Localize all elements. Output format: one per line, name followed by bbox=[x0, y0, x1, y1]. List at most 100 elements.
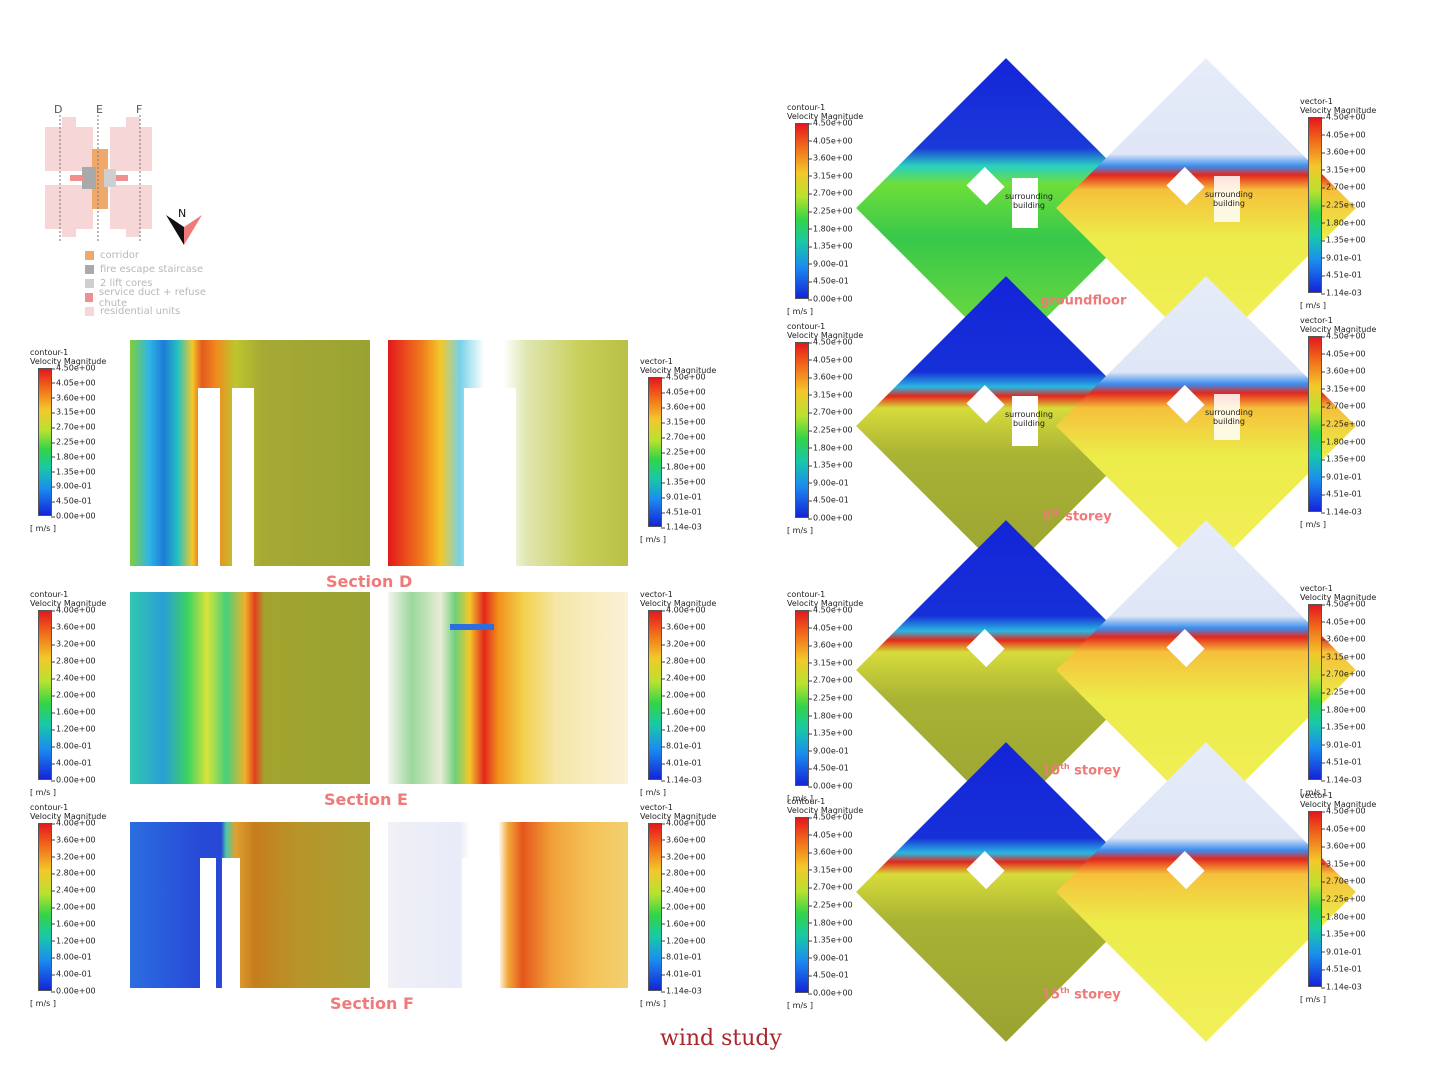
colorbar-quantity: Velocity Magnitude bbox=[787, 112, 864, 121]
key-plan-drawing bbox=[45, 115, 152, 243]
colorbar-tick-label: 4.05e+00 bbox=[1321, 349, 1366, 359]
floor-label-rest: storey bbox=[1069, 987, 1121, 1003]
colorbar-tick-label: 3.60e+00 bbox=[1321, 634, 1366, 644]
colorbar-tick-label: 3.60e+00 bbox=[808, 640, 853, 650]
colorbar-tick-label: 1.35e+00 bbox=[661, 477, 706, 487]
floor-label-sup: th bbox=[1060, 986, 1070, 995]
colorbar-tick-label: 2.70e+00 bbox=[808, 882, 853, 892]
vector-colorbar: vector-1 Velocity Magnitude 4.50e+00 4.05e+… bbox=[1300, 97, 1390, 313]
colorbar-tick-label: 8.00e-01 bbox=[51, 952, 92, 962]
colorbar-tick-label: 2.70e+00 bbox=[808, 188, 853, 198]
colorbar-unit: [ m/s ] bbox=[30, 999, 56, 1008]
section-contour-plot bbox=[130, 340, 370, 566]
colorbar-name: contour-1 bbox=[30, 803, 69, 812]
colorbar-tick-label: 9.00e-01 bbox=[808, 953, 849, 963]
building-block bbox=[966, 166, 1005, 206]
colorbar-tick-label: 9.01e-01 bbox=[1321, 740, 1362, 750]
colorbar-tick-label: 2.70e+00 bbox=[1321, 182, 1366, 192]
colorbar-gradient bbox=[795, 817, 809, 993]
colorbar-title: contour-1 Velocity Magnitude bbox=[787, 322, 863, 340]
colorbar-tick-label: 4.01e-01 bbox=[661, 969, 702, 979]
colorbar-gradient bbox=[1308, 811, 1322, 987]
legend-item: corridor bbox=[85, 249, 139, 262]
surrounding-building-label: surrounding building bbox=[1205, 190, 1253, 208]
colorbar-tick-label: 4.05e+00 bbox=[808, 830, 853, 840]
colorbar-tick-label: 3.15e+00 bbox=[661, 417, 706, 427]
colorbar-quantity: Velocity Magnitude bbox=[787, 806, 864, 815]
floor-label-main: 10 bbox=[1042, 763, 1061, 779]
colorbar-tick-label: 3.60e+00 bbox=[661, 835, 706, 845]
contour-colorbar: contour-1 Velocity Magnitude 4.50e+00 4.05e… bbox=[787, 103, 877, 319]
colorbar-title: contour-1 Velocity Magnitude bbox=[30, 803, 106, 821]
colorbar-tick-label: 2.40e+00 bbox=[51, 673, 96, 683]
colorbar-tick-label: 8.00e-01 bbox=[51, 741, 92, 751]
colorbar-name: vector-1 bbox=[640, 590, 673, 599]
floor-label: 10th storey bbox=[1042, 762, 1121, 778]
colorbar-tick-label: 1.80e+00 bbox=[1321, 705, 1366, 715]
legend-swatch bbox=[85, 265, 94, 274]
floor-label-sup: th bbox=[1060, 762, 1070, 771]
colorbar-unit: [ m/s ] bbox=[1300, 301, 1326, 310]
colorbar-unit: [ m/s ] bbox=[30, 788, 56, 797]
floor-label-main: 5 bbox=[1042, 509, 1052, 525]
colorbar-tick-label: 1.14e-03 bbox=[661, 986, 702, 996]
building-block bbox=[482, 858, 500, 988]
colorbar-tick-label: 4.05e+00 bbox=[808, 623, 853, 633]
colorbar-tick-label: 1.60e+00 bbox=[51, 919, 96, 929]
colorbar-tick-label: 4.05e+00 bbox=[808, 136, 853, 146]
colorbar-tick-label: 1.35e+00 bbox=[1321, 454, 1366, 464]
section-label: Section D bbox=[326, 572, 413, 591]
colorbar-tick-label: 2.25e+00 bbox=[1321, 200, 1366, 210]
colorbar-tick-label: 1.35e+00 bbox=[808, 241, 853, 251]
colorbar-tick-label: 3.15e+00 bbox=[808, 171, 853, 181]
colorbar-tick-label: 4.05e+00 bbox=[661, 387, 706, 397]
colorbar-tick-label: 2.25e+00 bbox=[1321, 894, 1366, 904]
legend-item: 2 lift cores bbox=[85, 277, 152, 290]
colorbar-quantity: Velocity Magnitude bbox=[30, 812, 107, 821]
colorbar-tick-label: 4.05e+00 bbox=[1321, 824, 1366, 834]
colorbar-tick-label: 1.20e+00 bbox=[51, 936, 96, 946]
building-block bbox=[966, 628, 1005, 668]
colorbar-tick-label: 1.14e-03 bbox=[661, 775, 702, 785]
colorbar-tick-label: 0.00e+00 bbox=[808, 988, 853, 998]
colorbar-tick-label: 2.25e+00 bbox=[1321, 419, 1366, 429]
vector-colorbar: vector-1 Velocity Magnitude 4.50e+00 4.05e+… bbox=[1300, 316, 1390, 532]
colorbar-tick-label: 4.00e+00 bbox=[51, 818, 96, 828]
contour-colorbar: contour-1 Velocity Magnitude 4.50e+00 4.05e… bbox=[787, 590, 877, 806]
colorbar-name: vector-1 bbox=[1300, 316, 1333, 325]
colorbar-tick-label: 1.35e+00 bbox=[808, 460, 853, 470]
surrounding-building bbox=[1214, 394, 1240, 440]
vector-colorbar: vector-1 Velocity Magnitude 4.50e+00 4.05e+… bbox=[1300, 584, 1390, 800]
floor-label-rest: storey bbox=[1069, 763, 1121, 779]
colorbar-tick-label: 2.80e+00 bbox=[51, 868, 96, 878]
colorbar-tick-label: 1.35e+00 bbox=[1321, 722, 1366, 732]
colorbar-tick-label: 2.00e+00 bbox=[661, 902, 706, 912]
surrounding-building bbox=[1012, 178, 1038, 228]
colorbar-tick-label: 8.01e-01 bbox=[661, 952, 702, 962]
colorbar-tick-label: 1.14e-03 bbox=[1321, 507, 1362, 517]
section-label: Section E bbox=[324, 790, 408, 809]
colorbar-tick-label: 9.01e-01 bbox=[1321, 472, 1362, 482]
building-block bbox=[966, 384, 1005, 424]
colorbar-gradient bbox=[795, 342, 809, 518]
colorbar-tick-label: 3.20e+00 bbox=[661, 639, 706, 649]
vector-colorbar: vector-1 Velocity Magnitude 4.50e+00 4.05e+… bbox=[1300, 791, 1390, 1007]
building-block bbox=[1166, 628, 1205, 668]
colorbar-quantity: Velocity Magnitude bbox=[1300, 106, 1377, 115]
colorbar-name: contour-1 bbox=[787, 590, 826, 599]
axis-label-d: D bbox=[54, 103, 63, 116]
colorbar-tick-label: 1.80e+00 bbox=[1321, 437, 1366, 447]
colorbar-tick-label: 1.80e+00 bbox=[1321, 912, 1366, 922]
colorbar-tick-label: 2.70e+00 bbox=[1321, 401, 1366, 411]
legend-swatch bbox=[85, 279, 94, 288]
colorbar-tick-label: 4.50e+00 bbox=[808, 605, 853, 615]
building-block bbox=[200, 858, 216, 988]
colorbar-title: vector-1 Velocity Magnitude bbox=[1300, 584, 1376, 602]
colorbar-tick-label: 1.20e+00 bbox=[661, 724, 706, 734]
colorbar-tick-label: 2.40e+00 bbox=[661, 885, 706, 895]
colorbar-quantity: Velocity Magnitude bbox=[787, 331, 864, 340]
colorbar-tick-label: 2.40e+00 bbox=[661, 673, 706, 683]
colorbar-tick-label: 3.60e+00 bbox=[661, 622, 706, 632]
legend-label: service duct + refuse chute bbox=[98, 286, 206, 309]
colorbar-tick-label: 3.60e+00 bbox=[808, 372, 853, 382]
